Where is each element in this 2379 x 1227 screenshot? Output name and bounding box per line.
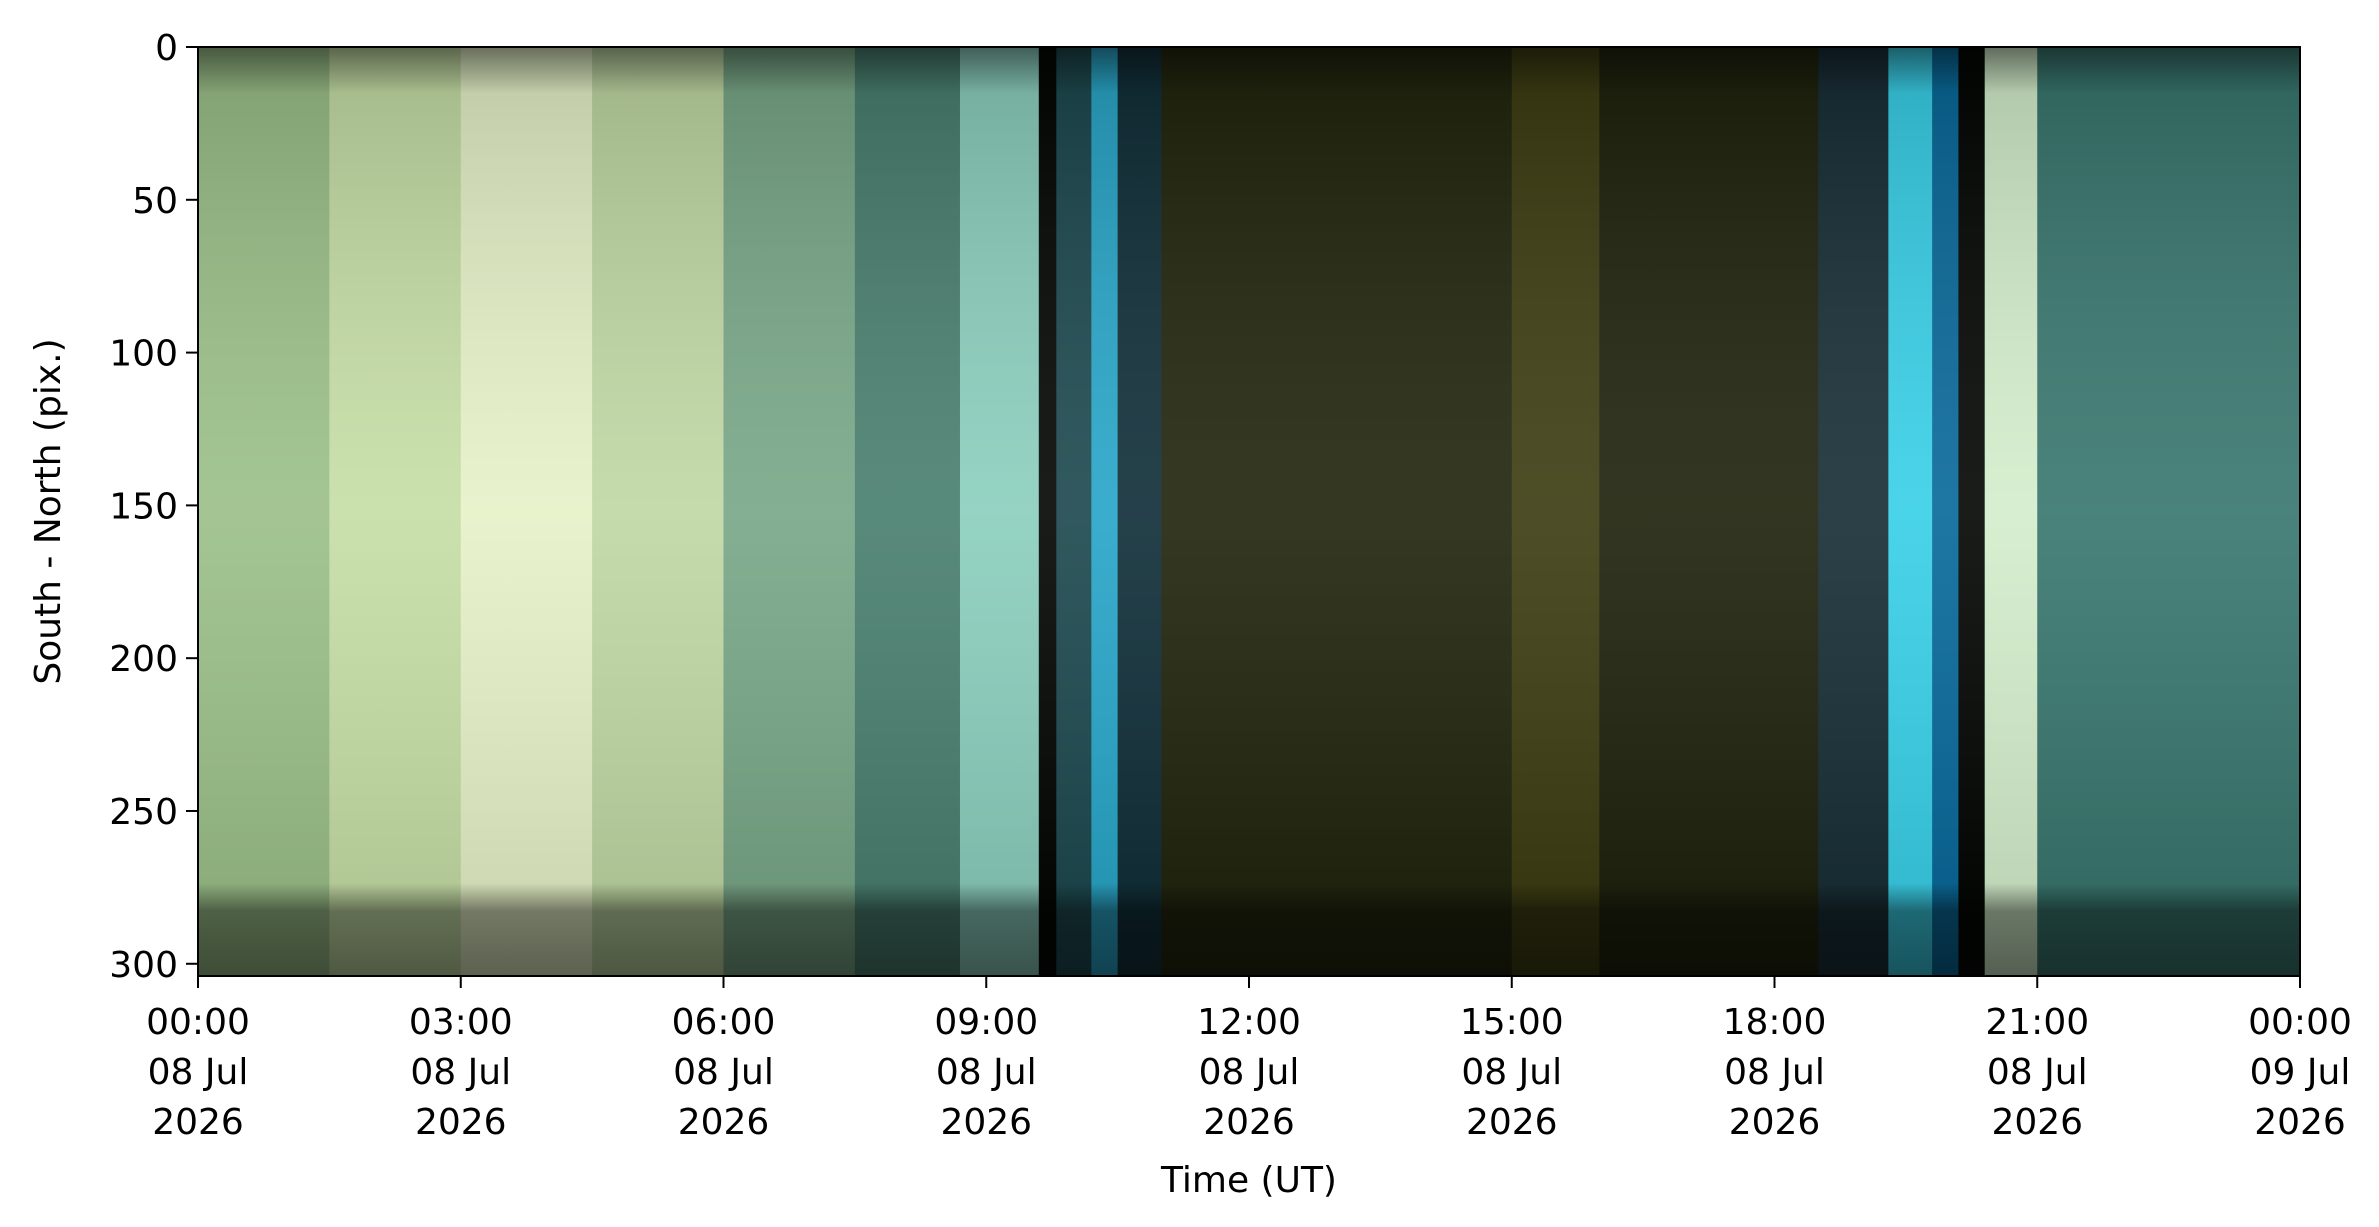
x-tick-label: 15:00 08 Jul 2026: [1460, 1002, 1564, 1143]
y-tick-label: 50: [132, 181, 178, 222]
x-axis-label: Time (UT): [1160, 1160, 1337, 1201]
x-tick-label: 21:00 08 Jul 2026: [1985, 1002, 2089, 1143]
x-tick-label: 00:00 09 Jul 2026: [2248, 1002, 2352, 1143]
x-tick-label: 18:00 08 Jul 2026: [1723, 1002, 1827, 1143]
keogram-image: [198, 47, 2301, 976]
y-axis-label: South - North (pix.): [28, 338, 69, 684]
x-tick-label: 12:00 08 Jul 2026: [1197, 1002, 1301, 1143]
x-tick-label: 00:00 08 Jul 2026: [146, 1002, 250, 1143]
y-tick-label: 250: [109, 792, 178, 833]
y-tick-label: 150: [109, 486, 178, 527]
y-tick-label: 0: [155, 28, 178, 69]
x-tick-label: 06:00 08 Jul 2026: [672, 1002, 776, 1143]
y-tick-label: 300: [109, 945, 178, 986]
y-tick-label: 100: [109, 334, 178, 375]
x-tick-label: 09:00 08 Jul 2026: [934, 1002, 1038, 1143]
x-tick-label: 03:00 08 Jul 2026: [409, 1002, 513, 1143]
y-tick-label: 200: [109, 639, 178, 680]
image-shading: [198, 47, 2300, 976]
